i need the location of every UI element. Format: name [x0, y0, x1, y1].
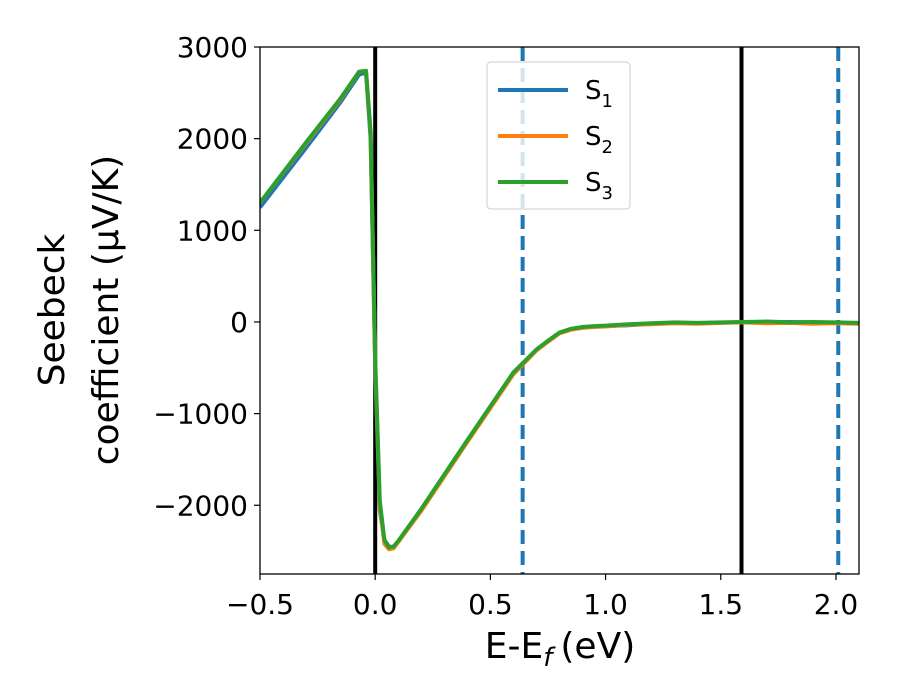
x-axis: −0.5 0.0 0.5 1.0 1.5 2.0: [226, 574, 858, 621]
plot-frame: [259, 46, 860, 575]
x-axis-label-main: E-E: [485, 626, 543, 667]
series-line-3: [260, 68, 859, 550]
y-tick-label: −1000: [153, 398, 248, 431]
y-tick-label: 1000: [177, 214, 248, 247]
y-axis-label: Seebeck coefficient (μV/K): [32, 155, 127, 465]
legend-label-2: S2: [585, 122, 613, 158]
y-axis-label-line1: Seebeck: [32, 233, 73, 386]
x-axis-label-unit: (eV): [560, 626, 635, 667]
y-axis-label-line2: coefficient (μV/K): [86, 155, 127, 465]
x-axis-label: E-Ef (eV): [485, 626, 636, 673]
x-tick-label: 1.5: [699, 588, 744, 621]
legend: S1 S2 S3: [486, 61, 631, 210]
y-tick-label: 0: [230, 306, 248, 339]
x-tick-label: 0.5: [468, 588, 513, 621]
x-tick-label: −0.5: [226, 588, 294, 621]
series-lines: [260, 68, 859, 552]
legend-label-1: S1: [585, 76, 613, 112]
x-tick-label: 1.0: [583, 588, 628, 621]
legend-label-3: S3: [585, 168, 613, 204]
y-tick-label: −2000: [153, 489, 248, 522]
y-axis: 3000 2000 1000 0 −1000 −2000: [153, 31, 260, 522]
x-tick-label: 0.0: [353, 588, 398, 621]
x-tick-label: 2.0: [814, 588, 859, 621]
y-tick-label: 3000: [177, 31, 248, 64]
y-tick-label: 2000: [177, 123, 248, 156]
